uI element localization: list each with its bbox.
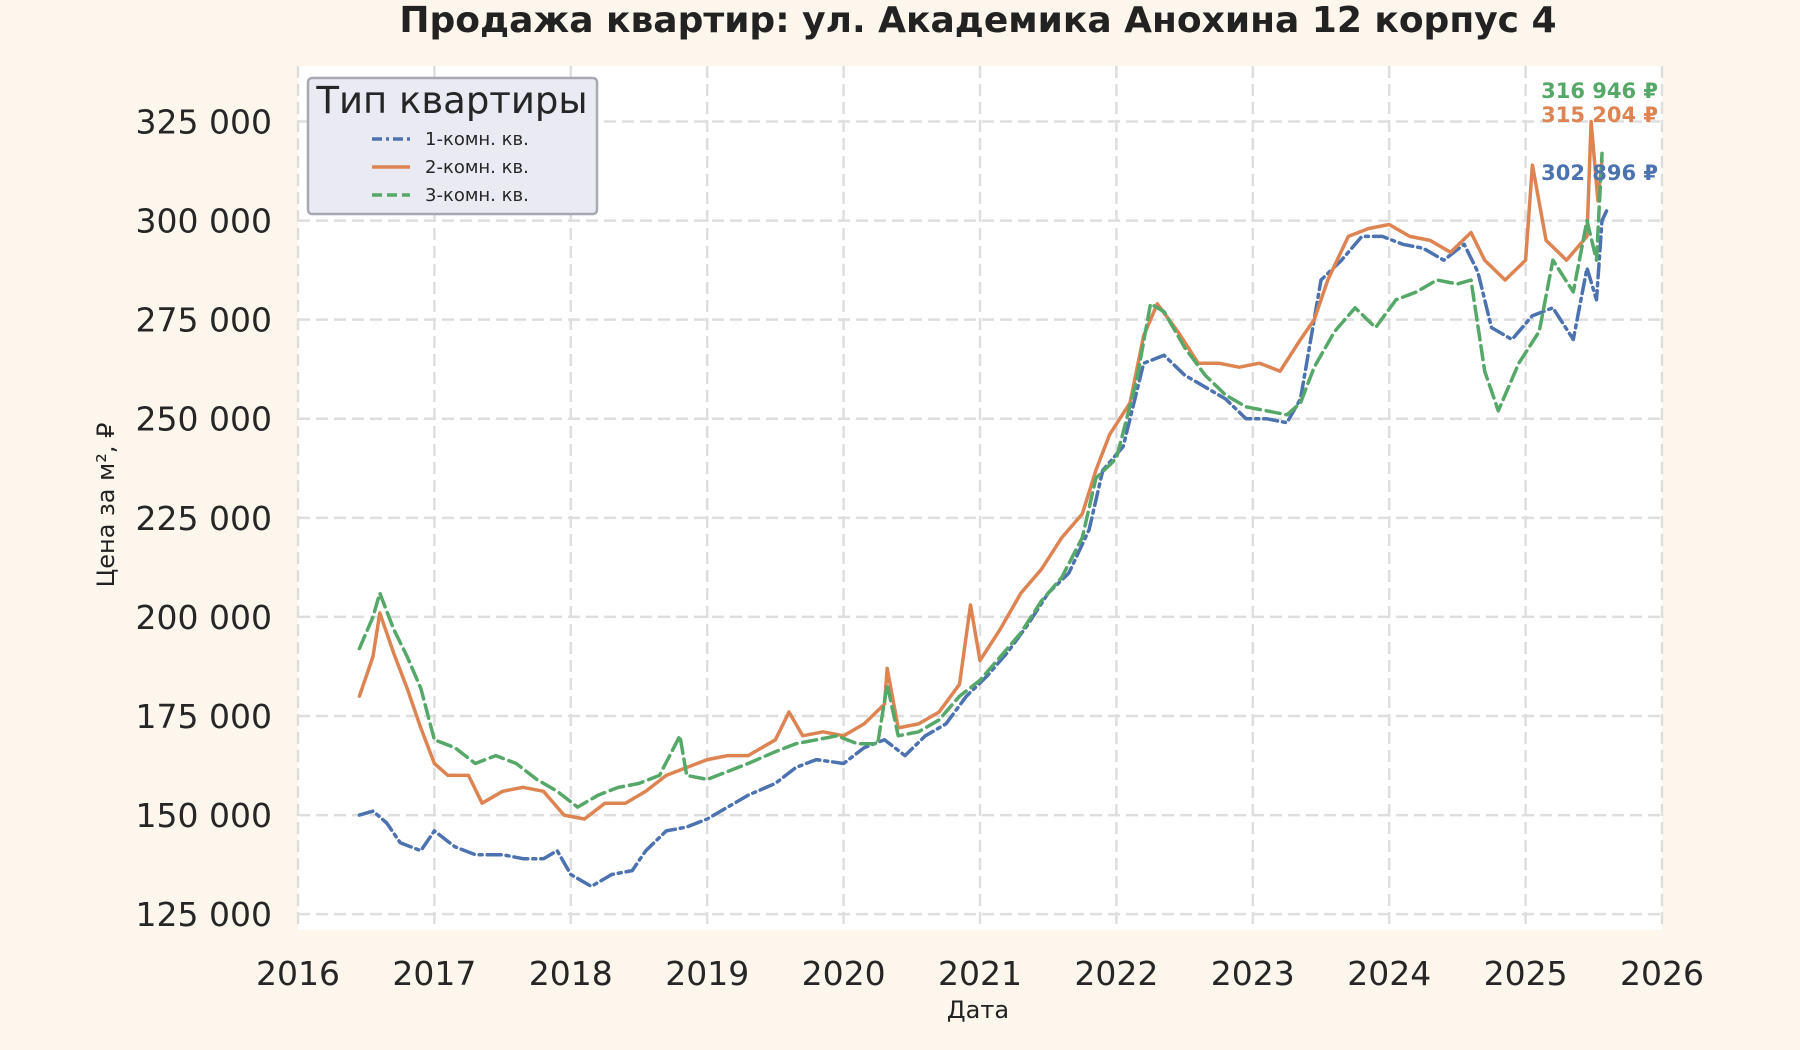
legend-box [306, 76, 599, 216]
end-labels: 302 896 ₽ 315 204 ₽316 946 ₽ [1541, 79, 1658, 185]
series-line [357, 151, 1604, 809]
chart-title: Продажа квартир: ул. Академика Анохина 1… [399, 0, 1556, 41]
x-tick-label: 2025 [1484, 954, 1568, 993]
y-tick-label: 325 000 [136, 102, 272, 141]
y-tick-label: 275 000 [136, 301, 272, 340]
y-tick-label: 250 000 [136, 400, 272, 439]
x-axis-ticks: 2016 2017 2018 2019 2020 2021 2022 2023 2024 2025… [256, 954, 1704, 993]
legend-label: 2-комн. кв. [425, 157, 529, 178]
y-tick-label: 175 000 [136, 697, 272, 736]
legend: Тип квартиры 1-комн. кв. 2-комн. кв. 3-ком… [306, 76, 599, 216]
x-tick-label: 2017 [392, 954, 476, 993]
legend-label: 3-комн. кв. [425, 185, 529, 206]
y-axis-label: Цена за м², ₽ [92, 423, 120, 588]
y-tick-label: 125 000 [136, 895, 272, 934]
y-axis-ticks: 125 000 150 000 175 000 200 000 225 000 250 0… [136, 102, 272, 934]
series-line [357, 119, 1604, 821]
x-axis-label: Дата [947, 996, 1009, 1024]
legend-items: 1-комн. кв. 2-комн. кв. 3-комн. кв. [372, 129, 529, 206]
series-end-label: 316 946 ₽ [1541, 79, 1658, 103]
x-tick-label: 2021 [938, 954, 1022, 993]
y-tick-label: 225 000 [136, 499, 272, 538]
series-end-label: 315 204 ₽ [1541, 103, 1658, 127]
y-tick-label: 200 000 [136, 598, 272, 637]
legend-title: Тип квартиры [315, 79, 587, 122]
x-tick-label: 2018 [529, 954, 613, 993]
y-tick-label: 300 000 [136, 202, 272, 241]
x-tick-label: 2022 [1074, 954, 1158, 993]
x-tick-label: 2019 [665, 954, 749, 993]
x-tick-label: 2016 [256, 954, 340, 993]
x-tick-label: 2024 [1347, 954, 1431, 993]
series-end-label: 302 896 ₽ [1541, 161, 1658, 185]
x-tick-label: 2020 [802, 954, 886, 993]
x-tick-label: 2026 [1620, 954, 1704, 993]
legend-label: 1-комн. кв. [425, 129, 529, 150]
y-tick-label: 150 000 [136, 796, 272, 835]
series-layer [357, 119, 1610, 889]
x-tick-label: 2023 [1211, 954, 1295, 993]
series-line [357, 207, 1610, 889]
